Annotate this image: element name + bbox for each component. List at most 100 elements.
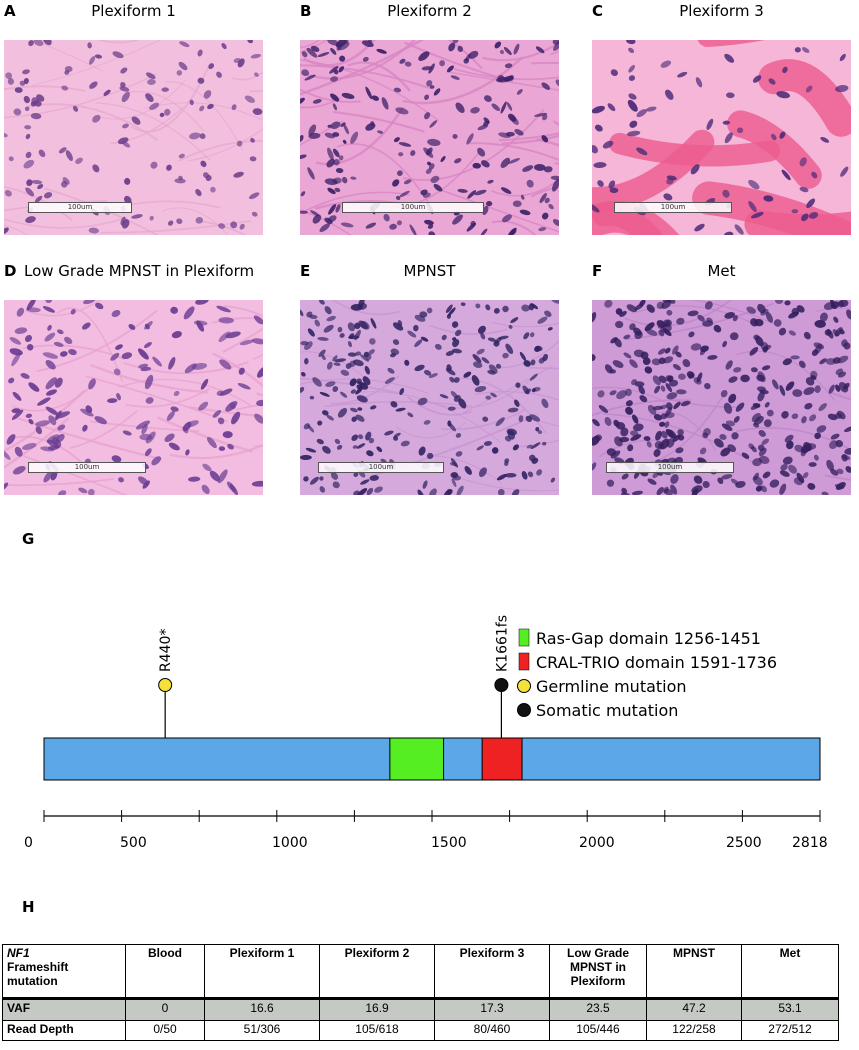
cell-nucleus [460,302,466,306]
cell-nucleus [353,359,364,367]
cell-nucleus [746,306,756,314]
cell-nucleus [399,58,406,64]
tissue-fiber [118,378,252,407]
cell-nucleus [347,341,353,348]
cell-nucleus [657,348,666,355]
axis-tick-label: 500 [120,835,147,851]
cell-nucleus [675,351,682,358]
cell-nucleus [597,390,605,398]
cell-nucleus [779,385,786,396]
cell-nucleus [25,151,32,159]
tissue-fiber [592,399,692,417]
cell-nucleus [732,315,738,322]
cell-nucleus [592,418,600,427]
somatic-mutation-marker [494,678,509,692]
table-cell: 51/306 [204,1020,320,1041]
cell-nucleus [310,45,320,52]
cell-nucleus [666,392,678,400]
cell-nucleus [103,89,111,96]
cell-nucleus [714,438,724,448]
tissue-fiber [536,138,559,147]
cell-nucleus [37,184,44,190]
panel-letter-e: E [300,262,311,280]
cell-nucleus [65,150,73,162]
cell-nucleus [476,445,484,451]
cell-nucleus [690,164,700,175]
cell-nucleus [735,402,745,412]
tissue-fiber [436,187,559,233]
axis-tick-label: 2000 [579,835,615,851]
cell-nucleus [300,210,308,214]
cell-nucleus [218,331,231,343]
cell-nucleus [325,381,336,387]
scale-bar: 100um [606,462,734,473]
cell-nucleus [309,395,315,400]
cell-nucleus [317,52,330,58]
cell-nucleus [208,63,215,70]
cell-nucleus [621,473,629,480]
cell-nucleus [43,192,53,199]
cell-nucleus [604,300,613,308]
cell-nucleus [786,440,794,450]
cell-nucleus [529,414,541,422]
cell-nucleus [418,51,430,61]
cell-nucleus [399,190,410,198]
cell-nucleus [503,75,514,82]
cell-nucleus [779,131,786,139]
cell-nucleus [170,406,179,412]
cell-nucleus [764,401,770,408]
cell-nucleus [720,390,728,398]
cell-nucleus [115,344,123,350]
cell-nucleus [334,187,341,193]
tissue-fiber [824,474,851,481]
cell-nucleus [145,431,156,444]
cell-nucleus [510,317,519,324]
cell-nucleus [20,373,30,379]
table-cell: 17.3 [434,997,550,1021]
column-header: Plexiform 3 [434,944,550,999]
cell-nucleus [337,326,343,333]
cell-nucleus [319,300,325,305]
legend-germline-swatch [517,679,531,693]
cell-nucleus [677,71,688,78]
cell-nucleus [206,437,217,449]
cell-nucleus [424,94,430,100]
cell-nucleus [548,203,554,210]
cell-nucleus [455,102,465,113]
cell-nucleus [410,150,416,156]
cell-nucleus [88,378,96,390]
cell-nucleus [447,406,456,411]
cell-nucleus [89,81,98,89]
cell-nucleus [522,165,534,172]
cell-nucleus [445,350,455,356]
cell-nucleus [658,375,667,384]
cell-nucleus [487,337,496,342]
cell-nucleus [598,405,609,413]
cell-nucleus [347,352,357,357]
cell-nucleus [128,324,136,330]
cell-nucleus [335,40,347,48]
tissue-fiber [169,443,263,460]
cell-nucleus [11,352,21,367]
cell-nucleus [152,356,162,367]
cell-nucleus [788,464,797,474]
tissue-fiber [359,391,501,443]
tissue-fiber [624,300,733,327]
panel-title-c: Plexiform 3 [679,2,764,20]
cell-nucleus [541,398,549,409]
cell-nucleus [816,425,827,433]
cell-nucleus [339,155,344,161]
cell-nucleus [741,452,750,459]
cell-nucleus [721,423,733,431]
tissue-fiber [462,365,553,414]
cell-nucleus [201,484,210,495]
cell-nucleus [811,171,818,179]
cell-nucleus [662,328,672,337]
cell-nucleus [309,314,318,320]
cell-nucleus [423,369,432,376]
cell-nucleus [755,336,764,347]
cell-nucleus [757,371,766,383]
cell-nucleus [753,472,759,481]
cell-nucleus [8,377,15,384]
cell-nucleus [609,390,617,396]
